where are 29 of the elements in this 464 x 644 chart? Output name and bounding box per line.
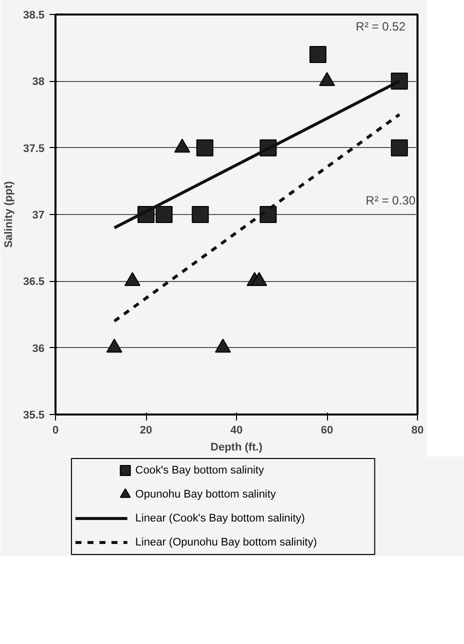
point [124,272,140,286]
y-tick-label: 36 [32,342,45,355]
y-axis-title: Salinity (ppt) [3,180,16,248]
y-tick-label: 38 [32,76,45,88]
annotation: R² = 0.52 [356,20,406,34]
legend-label: Linear (Opunohu Bay bottom salinity) [135,536,317,548]
point [251,272,268,286]
y-tick-label: 37.5 [23,142,45,155]
y-tick-label: 38.5 [23,10,45,22]
y-tick-label: 37 [32,210,45,222]
point [309,46,326,63]
x-tick-label: 60 [320,424,334,436]
point [192,206,209,223]
x-tick-label: 0 [52,424,59,436]
legend-label: Opunohu Bay bottom salinity [135,488,276,500]
point [156,206,173,223]
point [196,139,214,156]
y-tick-label: 36.5 [23,276,45,288]
x-axis-title: Depth (ft.) [210,442,263,454]
point [214,338,231,353]
x-tick-label: 80 [411,424,424,436]
legend-label: Cook's Bay bottom salinity [135,464,264,476]
legend-label: Linear (Cook's Bay bottom salinity) [135,512,305,524]
point [390,139,408,156]
y-tick-label: 35.5 [23,410,45,422]
x-tick-label: 20 [140,424,152,436]
point [106,338,122,353]
x-tick-label: 40 [230,424,243,436]
annotation: R² = 0.30 [366,194,416,208]
